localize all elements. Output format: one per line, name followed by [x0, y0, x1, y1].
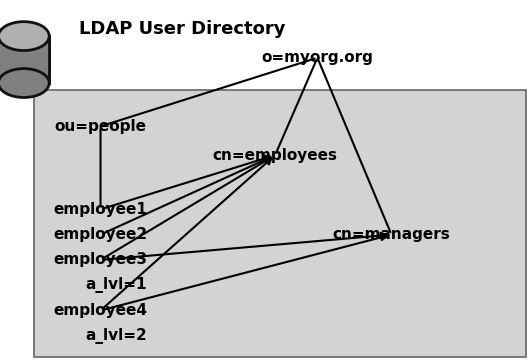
Text: employee1: employee1	[53, 202, 148, 217]
Text: cn=employees: cn=employees	[213, 148, 338, 163]
Text: cn=managers: cn=managers	[333, 227, 450, 242]
Ellipse shape	[0, 22, 49, 51]
Text: a_lvl=1: a_lvl=1	[86, 277, 147, 293]
Text: employee2: employee2	[53, 227, 148, 242]
Text: employee4: employee4	[53, 303, 148, 318]
Bar	[0, 36, 49, 83]
Text: o=myorg.org: o=myorg.org	[261, 50, 373, 65]
Text: employee3: employee3	[53, 252, 148, 268]
Bar	[0, 36, 49, 83]
FancyBboxPatch shape	[34, 90, 526, 357]
Text: ou=people: ou=people	[54, 119, 147, 134]
Text: a_lvl=2: a_lvl=2	[86, 328, 147, 344]
Ellipse shape	[0, 69, 49, 97]
Text: LDAP User Directory: LDAP User Directory	[79, 20, 286, 38]
